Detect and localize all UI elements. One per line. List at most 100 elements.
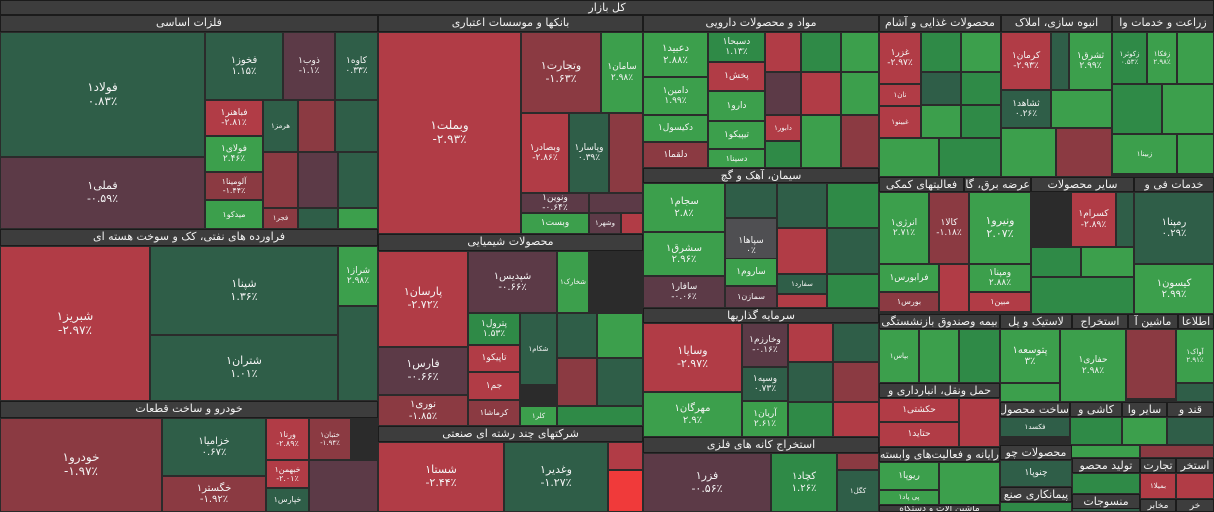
stock-tile[interactable]: تیپیکو۱: [708, 121, 765, 149]
treemap-cell[interactable]: [309, 460, 378, 512]
sector-header[interactable]: کاشی و: [1070, 402, 1122, 417]
stock-tile[interactable]: ونوین۱ -۰.۶۴٪: [521, 193, 589, 213]
treemap-cell[interactable]: [833, 362, 879, 402]
stock-tile[interactable]: ومپنا۱ ۲.۸۸٪: [969, 264, 1031, 292]
treemap-cell[interactable]: [557, 358, 597, 406]
treemap-cell[interactable]: [833, 402, 879, 437]
treemap-cell[interactable]: [939, 138, 1001, 177]
treemap-cell[interactable]: [557, 406, 643, 426]
treemap-cell[interactable]: [1072, 473, 1140, 494]
stock-tile[interactable]: خودرو۱ -۱.۹۷٪: [0, 418, 162, 512]
treemap-cell[interactable]: [777, 228, 827, 274]
sector-header[interactable]: لاستیک و پل: [1000, 314, 1072, 329]
treemap-cell[interactable]: [1051, 32, 1069, 90]
treemap-cell[interactable]: [335, 100, 378, 152]
stock-tile[interactable]: کسرام۱ -۲.۸۹٪: [1071, 192, 1116, 247]
treemap-cell[interactable]: [725, 183, 777, 218]
stock-tile[interactable]: شراز۱ ۲.۹۸٪: [338, 246, 378, 306]
stock-tile[interactable]: فولای۱ ۲.۴۶٪: [205, 136, 263, 172]
stock-tile[interactable]: شخارک۱: [557, 251, 589, 313]
stock-tile[interactable]: غزر۱ -۲.۹۷٪: [879, 32, 921, 84]
stock-tile[interactable]: کالا۱ -۱.۱۸٪: [929, 192, 969, 264]
stock-tile[interactable]: خبهمن۱ -۲.۰۱٪: [266, 460, 309, 488]
treemap-cell[interactable]: [1070, 445, 1140, 458]
treemap-cell[interactable]: [1176, 383, 1214, 402]
sector-header[interactable]: سرمایه گذاریها: [643, 308, 879, 323]
treemap-cell[interactable]: [961, 105, 1001, 138]
sector-header[interactable]: خدمات فی و: [1134, 177, 1214, 192]
stock-tile[interactable]: دعبید۱ ۲.۸۸٪: [643, 32, 708, 77]
treemap-cell[interactable]: [777, 183, 827, 228]
sector-header[interactable]: ماشین آ: [1128, 314, 1178, 329]
treemap-cell[interactable]: [597, 358, 643, 406]
stock-tile[interactable]: وتجارت۱ -۱.۶۳٪: [521, 32, 601, 113]
treemap-cell[interactable]: [959, 329, 1000, 383]
stock-tile[interactable]: ورنا۱ -۲.۸۹٪: [266, 418, 309, 460]
stock-tile[interactable]: سمازن۱: [725, 286, 777, 308]
treemap-cell[interactable]: [1177, 134, 1214, 174]
sector-header[interactable]: زراعت و خدمات وا: [1112, 15, 1214, 32]
treemap-cell[interactable]: [597, 313, 643, 358]
stock-tile[interactable]: خپارس۱: [266, 488, 309, 512]
sector-header[interactable]: مخابر: [1140, 499, 1176, 512]
treemap-cell[interactable]: [827, 228, 879, 274]
treemap-cell[interactable]: [833, 323, 879, 362]
treemap-cell[interactable]: [1001, 128, 1056, 177]
stock-tile[interactable]: سافار۱ -۰.۰۶٪: [643, 276, 725, 308]
stock-tile[interactable]: پتوسعه۱ ۳٪: [1000, 329, 1060, 383]
sector-header[interactable]: حمل ونقل، انبارداری و: [879, 383, 1000, 398]
stock-tile[interactable]: دکیسول۱: [643, 115, 708, 142]
stock-tile[interactable]: نان۱: [879, 84, 921, 106]
stock-tile[interactable]: کگل۱: [837, 470, 879, 512]
treemap-cell[interactable]: [263, 152, 298, 208]
stock-tile[interactable]: بورس۱: [879, 292, 939, 312]
treemap-cell[interactable]: [1070, 417, 1122, 445]
stock-tile[interactable]: پخش۱: [708, 62, 765, 91]
stock-tile[interactable]: وبملت۱ -۲.۹۳٪: [378, 32, 521, 234]
treemap-cell[interactable]: [1051, 90, 1112, 128]
sector-header[interactable]: انبوه سازی، املاک: [1001, 15, 1112, 32]
stock-tile[interactable]: چنوپا۱: [1000, 460, 1072, 487]
stock-tile[interactable]: وپاسار۱ ۰.۳۹٪: [569, 113, 609, 193]
sector-header[interactable]: بیمه وصندوق بازنشستگی: [879, 314, 1000, 329]
stock-tile[interactable]: وشهر۱: [589, 213, 621, 234]
stock-tile[interactable]: دسبحا۱ ۱.۱۳٪: [708, 32, 765, 62]
stock-tile[interactable]: فجر۱: [263, 208, 298, 229]
treemap-cell[interactable]: [589, 193, 643, 213]
stock-tile[interactable]: کرماشا۱: [468, 400, 520, 426]
sector-header[interactable]: محصولات غذایی و آشام: [879, 15, 1001, 32]
stock-tile[interactable]: بپاس۱: [879, 329, 919, 383]
stock-tile[interactable]: کیسون۱ ۲.۹۹٪: [1134, 264, 1214, 314]
treemap-cell[interactable]: [1000, 502, 1072, 512]
stock-tile[interactable]: حفاری۱ ۲.۹۸٪: [1060, 329, 1126, 402]
treemap-cell[interactable]: [801, 32, 841, 72]
stock-tile[interactable]: دارو۱: [708, 91, 765, 121]
stock-tile[interactable]: کاوه۱ ۰.۳۳٪: [335, 32, 378, 100]
sector-header[interactable]: فلزات اساسی: [0, 15, 378, 32]
sector-header[interactable]: خودرو و ساخت قطعات: [0, 401, 378, 418]
treemap-cell[interactable]: [557, 313, 597, 358]
treemap-cell[interactable]: [1126, 329, 1176, 399]
stock-tile[interactable]: آواک۱ ۲.۹۱٪: [1176, 329, 1214, 383]
sector-header[interactable]: فعالیتهای کمکی: [879, 177, 964, 192]
stock-tile[interactable]: کرمان۱ -۲.۹۳٪: [1001, 32, 1051, 90]
stock-tile[interactable]: مهرگان۱ ۲.۹٪: [643, 392, 742, 437]
treemap-cell[interactable]: [298, 100, 335, 152]
treemap-cell[interactable]: [1081, 247, 1134, 277]
stock-tile[interactable]: وبست۱: [521, 213, 589, 234]
treemap-cell[interactable]: [841, 115, 879, 168]
stock-tile[interactable]: پی پاد۱: [879, 490, 939, 505]
stock-tile[interactable]: زبینا۱: [1112, 134, 1177, 174]
sector-header[interactable]: اطلاعا: [1178, 314, 1214, 329]
stock-tile[interactable]: دابور۱: [765, 115, 801, 141]
treemap-cell[interactable]: [338, 306, 378, 401]
treemap-cell[interactable]: [621, 213, 643, 234]
treemap-cell[interactable]: [961, 72, 1001, 105]
sector-header[interactable]: ماشین آلات و دستگاه: [879, 505, 1000, 512]
treemap-cell[interactable]: [837, 453, 879, 470]
treemap-cell[interactable]: [827, 183, 879, 228]
stock-tile[interactable]: آلومینا۱ -۱.۴۴٪: [205, 172, 263, 200]
treemap-cell[interactable]: [765, 141, 801, 168]
sector-header[interactable]: قند و: [1167, 402, 1214, 417]
stock-tile[interactable]: ذوب۱ -۱.۱٪: [283, 32, 335, 100]
